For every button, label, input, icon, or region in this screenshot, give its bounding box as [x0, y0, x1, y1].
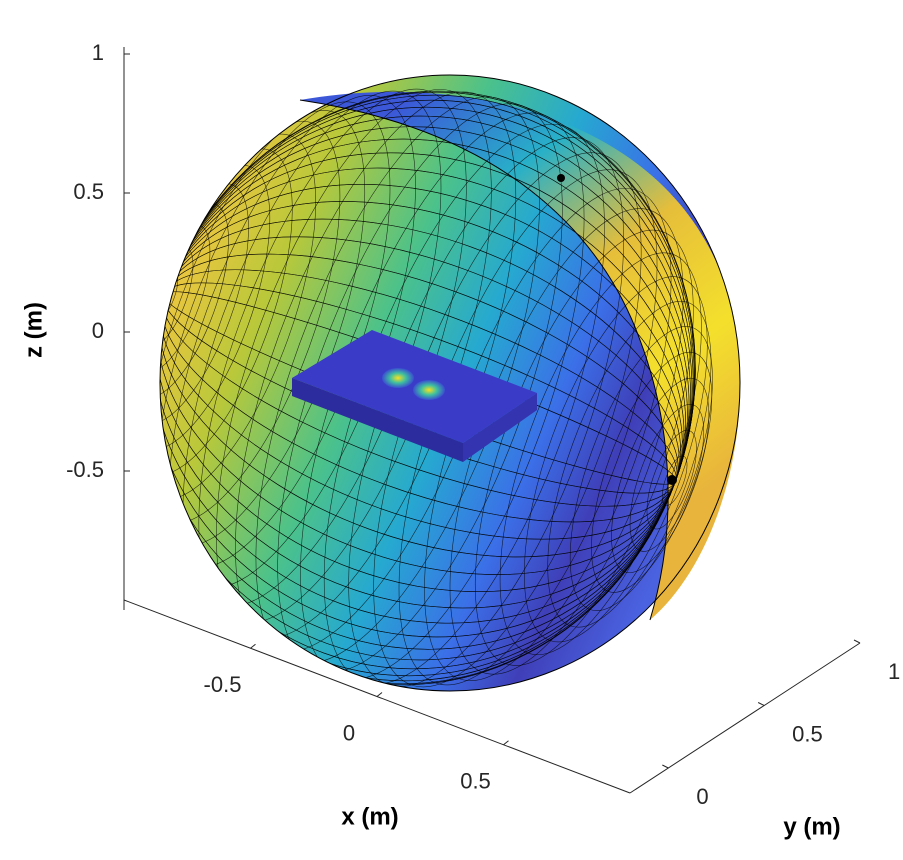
x-tick-label: 0.5	[460, 769, 491, 794]
x-tick	[376, 692, 383, 697]
parallel	[629, 404, 705, 552]
x-axis-label: x (m)	[341, 803, 398, 830]
z-tick-label: 0.5	[73, 179, 104, 204]
pole	[667, 475, 677, 485]
x-tick	[503, 740, 509, 746]
antenna-board	[292, 330, 537, 462]
y-tick	[757, 702, 765, 706]
pole	[156, 289, 170, 303]
z-tick-label: 0	[92, 318, 104, 343]
outline	[159, 74, 741, 692]
parallel	[646, 429, 697, 530]
x-tick-label: -0.5	[204, 672, 242, 697]
y-tick	[662, 764, 669, 769]
y-axis-label: y (m)	[783, 813, 840, 840]
parallel	[160, 183, 249, 425]
parallel	[661, 455, 688, 506]
z-tick-label: -0.5	[66, 457, 104, 482]
parallel	[160, 148, 293, 476]
cut-edge	[299, 99, 669, 621]
parallel	[547, 300, 712, 628]
z-tick-label: 1	[92, 40, 104, 65]
y-tick	[853, 639, 861, 644]
x-tick-label: 0	[343, 720, 355, 745]
y-tick-label: 1	[888, 659, 900, 684]
pole	[557, 174, 565, 182]
parallel	[611, 377, 710, 573]
x-tick	[250, 643, 256, 649]
y-tick-label: 0.5	[792, 721, 823, 746]
parallel	[591, 351, 713, 593]
y-axis	[629, 642, 861, 794]
z-axis-label: z (m)	[20, 302, 47, 358]
parallel	[569, 326, 713, 611]
parallel	[160, 203, 229, 399]
y-tick-label: 0	[696, 784, 708, 809]
parallel	[523, 276, 708, 643]
